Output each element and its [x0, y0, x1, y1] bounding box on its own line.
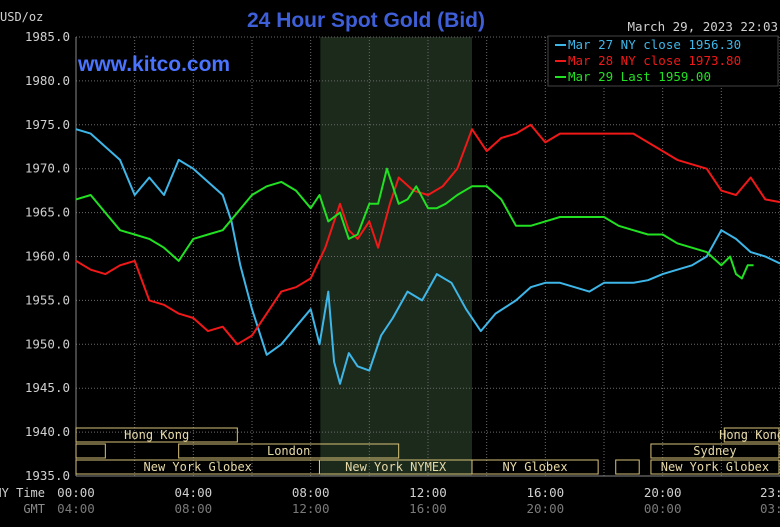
session-bar-outline [178, 443, 400, 459]
y-tick-label: 1975.0 [25, 117, 70, 132]
y-tick-label: 1950.0 [25, 336, 70, 351]
y-tick-label: 1955.0 [25, 292, 70, 307]
session-bar [75, 443, 106, 459]
y-axis-unit-label: USD/oz [0, 10, 43, 24]
session-bar-label: New York Globex [144, 460, 252, 474]
series-line-mar29 [75, 167, 754, 280]
x-tick-label-ny: 23:5 [760, 485, 780, 500]
session-bar: Hong Kong [719, 427, 780, 443]
grid-lines [75, 36, 780, 477]
session-bar-label: NY Globex [503, 460, 568, 474]
x-tick-label-gmt: 12:00 [292, 501, 330, 516]
session-bars: Hong Kong Hong Kong London Sydney New York G… [75, 427, 780, 475]
legend: Mar 27 NY close 1956.30 Mar 28 NY close … [547, 35, 779, 87]
x-tick-label-gmt: 08:00 [175, 501, 213, 516]
x-tick-label-ny: 00:00 [57, 485, 95, 500]
x-tick-label-gmt: 16:00 [409, 501, 447, 516]
session-bar [615, 459, 640, 475]
y-tick-label: 1980.0 [25, 73, 70, 88]
session-bar: New York Globex [650, 459, 780, 475]
legend-label-mar28: Mar 28 NY close 1973.80 [568, 53, 741, 68]
legend-item-mar27: Mar 27 NY close 1956.30 [555, 37, 741, 52]
session-bar-outline [723, 427, 780, 443]
session-bar-outline [471, 459, 599, 475]
session-bar-outline [75, 427, 238, 443]
watermark-url: www.kitco.com [77, 53, 230, 76]
session-bar: London [178, 443, 400, 459]
session-bar: Hong Kong [75, 427, 238, 443]
session-bar-outline [615, 459, 640, 475]
x-tick-label-ny: 04:00 [175, 485, 213, 500]
y-tick-labels: 1985.0 1980.0 1975.0 1970.0 1965.0 1960.0 1955… [25, 29, 70, 483]
legend-label-mar27: Mar 27 NY close 1956.30 [568, 37, 741, 52]
y-tick-label: 1960.0 [25, 249, 70, 264]
y-tick-label: 1970.0 [25, 161, 70, 176]
x-tick-label-gmt: 20:00 [527, 501, 565, 516]
session-bar-outline [75, 443, 106, 459]
legend-box [547, 35, 779, 87]
chart-title: 24 Hour Spot Gold (Bid) [247, 9, 485, 32]
series-line-mar27 [75, 128, 780, 385]
x-tick-labels: 00:0004:0008:0012:0016:0020:0023:504:000… [57, 485, 780, 516]
session-bar-label: Sydney [693, 444, 736, 458]
y-tick-label: 1945.0 [25, 380, 70, 395]
session-bar-label: London [267, 444, 310, 458]
x-tick-label-ny: 20:00 [644, 485, 682, 500]
session-bar-label: Hong Kong [124, 428, 189, 442]
session-bar-outline [650, 459, 780, 475]
x-tick-label-gmt: 00:00 [644, 501, 682, 516]
x-tick-label-gmt: 04:00 [57, 501, 95, 516]
price-lines [75, 123, 780, 385]
legend-item-mar29: Mar 29 Last 1959.00 [555, 69, 711, 84]
legend-item-mar28: Mar 28 NY close 1973.80 [555, 53, 741, 68]
timestamp: March 29, 2023 22:03 [627, 19, 778, 34]
x-tick-label-ny: 16:00 [527, 485, 565, 500]
y-tick-label: 1935.0 [25, 468, 70, 483]
x-tick-label-ny: 12:00 [409, 485, 447, 500]
y-tick-label: 1940.0 [25, 424, 70, 439]
session-bar: Sydney [650, 443, 780, 459]
session-bar-label: Hong Kong [719, 428, 780, 442]
x-axis-row-label-gmt: GMT [23, 502, 45, 516]
x-axis-row-label-ny: NY Time [0, 486, 45, 500]
series-line-mar28 [75, 123, 780, 346]
session-bar: NY Globex [471, 459, 599, 475]
x-tick-label-gmt: 03:5 [760, 501, 780, 516]
session-bar-label: New York NYMEX [345, 460, 447, 474]
y-tick-label: 1965.0 [25, 205, 70, 220]
session-bar-outline [650, 443, 780, 459]
nymex-session-highlight [320, 37, 472, 476]
x-tick-label-ny: 08:00 [292, 485, 330, 500]
session-bar-label: New York Globex [661, 460, 769, 474]
legend-label-mar29: Mar 29 Last 1959.00 [568, 69, 711, 84]
y-tick-label: 1985.0 [25, 29, 70, 44]
